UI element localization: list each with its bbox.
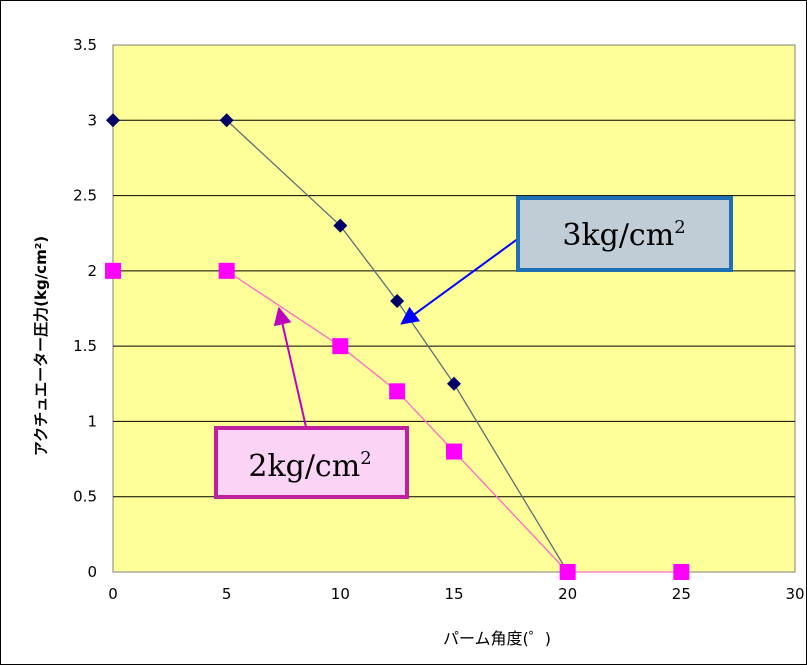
data-point-square <box>105 262 121 279</box>
callout-3kg-text: 3kg/cm <box>562 218 674 253</box>
data-point-square <box>218 262 235 279</box>
callout-3kg-arrow <box>400 237 520 325</box>
y-tick-label: 1 <box>87 412 97 430</box>
data-point-square <box>389 383 406 400</box>
y-tick-label: 2 <box>87 262 97 280</box>
x-tick-label: 0 <box>108 585 118 603</box>
y-tick-label: 1.5 <box>73 337 97 355</box>
x-tick-label: 20 <box>558 585 577 603</box>
callout-2kg-arrow <box>273 306 307 428</box>
series-line-2 <box>226 270 682 573</box>
y-tick-labels: 0 0.5 1 1.5 2 2.5 3 3.5 <box>73 36 97 581</box>
data-point-square <box>673 564 690 580</box>
data-point-diamond <box>219 113 234 128</box>
callout-2kg-label: 2kg/cm2 <box>248 448 371 484</box>
callout-3kg-label: 3kg/cm2 <box>562 217 685 253</box>
x-tick-label: 25 <box>672 585 691 603</box>
x-tick-label: 30 <box>785 585 804 603</box>
x-tick-label: 5 <box>222 585 232 603</box>
y-tick-label: 0.5 <box>73 488 97 506</box>
data-point-diamond <box>390 293 405 308</box>
data-point-diamond <box>447 376 461 391</box>
callout-3kg: 3kg/cm2 <box>400 196 733 325</box>
x-tick-label: 15 <box>444 585 463 603</box>
x-tick-label: 10 <box>331 585 350 603</box>
callout-3kg-box <box>516 196 733 272</box>
data-point-square <box>559 564 576 580</box>
callout-2kg-box <box>214 426 409 499</box>
callout-3kg-sup: 2 <box>674 217 685 238</box>
y-tick-label: 0 <box>87 563 97 581</box>
callout-2kg: 2kg/cm2 <box>214 306 409 499</box>
callout-2kg-text: 2kg/cm <box>248 449 360 484</box>
data-point-square <box>332 338 349 355</box>
data-point-diamond <box>333 218 348 233</box>
data-markers <box>105 113 690 580</box>
x-tick-labels: 0 5 10 15 20 25 30 <box>108 585 804 603</box>
data-point-square <box>446 443 462 460</box>
y-tick-label: 3 <box>87 111 97 129</box>
y-tick-label: 2.5 <box>73 187 97 205</box>
data-point-diamond <box>106 113 120 128</box>
x-axis-title: パーム角度(゜) <box>443 629 551 648</box>
y-tick-label: 3.5 <box>73 36 97 54</box>
callout-2kg-sup: 2 <box>360 448 371 469</box>
y-axis-title: アクチュエーター圧力(kg/cm²) <box>32 236 50 456</box>
